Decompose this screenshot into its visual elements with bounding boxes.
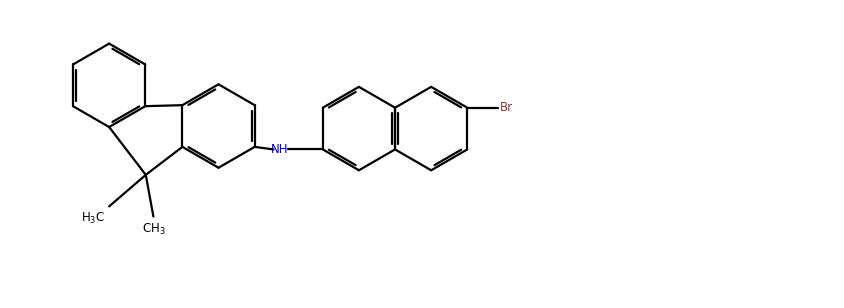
Text: CH$_3$: CH$_3$ <box>142 222 165 237</box>
Text: H$_3$C: H$_3$C <box>81 210 105 225</box>
Text: NH: NH <box>271 143 289 156</box>
Text: Br: Br <box>500 101 513 114</box>
